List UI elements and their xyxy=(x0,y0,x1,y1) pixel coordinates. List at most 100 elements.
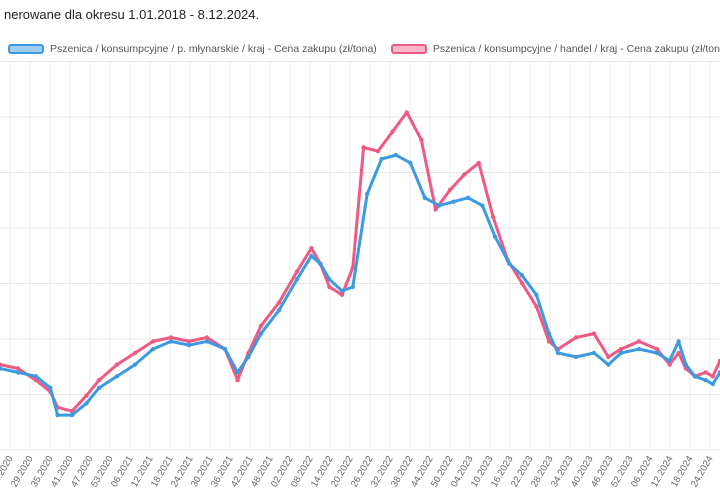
data-point[interactable] xyxy=(168,335,174,340)
data-point[interactable] xyxy=(365,191,370,197)
data-point[interactable] xyxy=(186,343,192,348)
data-point[interactable] xyxy=(636,339,642,344)
data-point[interactable] xyxy=(132,350,138,356)
data-point[interactable] xyxy=(258,331,264,336)
data-point[interactable] xyxy=(534,292,539,297)
data-point[interactable] xyxy=(507,261,512,266)
data-point[interactable] xyxy=(339,288,345,294)
data-point[interactable] xyxy=(419,137,424,142)
data-point[interactable] xyxy=(55,412,60,418)
data-point[interactable] xyxy=(96,378,102,383)
data-point[interactable] xyxy=(433,207,438,212)
data-point[interactable] xyxy=(404,110,409,115)
data-point[interactable] xyxy=(683,362,688,367)
data-point[interactable] xyxy=(546,331,552,336)
data-point[interactable] xyxy=(555,350,561,356)
data-point[interactable] xyxy=(476,160,481,166)
data-point[interactable] xyxy=(222,346,228,352)
data-point[interactable] xyxy=(519,273,525,278)
data-point[interactable] xyxy=(350,284,355,290)
data-point[interactable] xyxy=(186,339,192,344)
data-point[interactable] xyxy=(462,172,467,177)
data-point[interactable] xyxy=(309,246,314,251)
data-point[interactable] xyxy=(235,370,240,375)
data-point[interactable] xyxy=(235,378,240,383)
data-point[interactable] xyxy=(15,366,21,371)
data-point[interactable] xyxy=(150,346,156,352)
data-point[interactable] xyxy=(676,339,681,344)
data-point[interactable] xyxy=(361,145,366,150)
data-point[interactable] xyxy=(168,339,174,344)
data-point[interactable] xyxy=(150,339,156,344)
data-point[interactable] xyxy=(534,304,539,309)
data-point[interactable] xyxy=(327,277,332,282)
data-point[interactable] xyxy=(667,358,672,363)
data-point[interactable] xyxy=(375,149,381,154)
data-point[interactable] xyxy=(546,339,552,344)
data-point[interactable] xyxy=(0,366,3,371)
data-point[interactable] xyxy=(437,203,442,208)
data-point[interactable] xyxy=(408,160,413,166)
data-point[interactable] xyxy=(710,374,715,379)
data-point[interactable] xyxy=(0,362,3,367)
data-point[interactable] xyxy=(84,393,89,398)
data-point[interactable] xyxy=(447,187,453,193)
data-point[interactable] xyxy=(573,354,579,360)
data-point[interactable] xyxy=(204,339,210,344)
data-point[interactable] xyxy=(276,300,282,305)
data-point[interactable] xyxy=(114,362,120,367)
legend-item-handel[interactable]: Pszenica / konsumpcyjne / handel / kraj … xyxy=(390,43,720,55)
chart-legend: Pszenica / konsumpcyjne / p. młynarskie … xyxy=(8,43,720,55)
data-point[interactable] xyxy=(636,346,642,352)
data-point[interactable] xyxy=(15,370,21,375)
data-point[interactable] xyxy=(451,199,456,204)
data-point[interactable] xyxy=(618,346,624,352)
data-point[interactable] xyxy=(519,281,525,286)
data-point[interactable] xyxy=(258,323,264,328)
data-point[interactable] xyxy=(350,265,355,270)
data-point[interactable] xyxy=(667,362,672,367)
legend-item-mlynarskie[interactable]: Pszenica / konsumpcyjne / p. młynarskie … xyxy=(8,43,377,55)
data-point[interactable] xyxy=(573,335,579,340)
data-point[interactable] xyxy=(96,385,102,391)
data-point[interactable] xyxy=(84,401,89,406)
series-line[interactable] xyxy=(0,110,720,413)
data-point[interactable] xyxy=(132,362,138,367)
data-point[interactable] xyxy=(69,412,75,418)
data-point[interactable] xyxy=(33,374,39,379)
data-point[interactable] xyxy=(114,374,120,379)
chart-subtitle: nerowane dla okresu 1.01.2018 - 8.12.202… xyxy=(4,7,260,22)
data-point[interactable] xyxy=(422,195,427,200)
data-point[interactable] xyxy=(676,350,681,356)
data-point[interactable] xyxy=(710,381,715,387)
data-point[interactable] xyxy=(393,152,399,158)
data-point[interactable] xyxy=(276,308,282,313)
data-point[interactable] xyxy=(491,215,496,220)
data-point[interactable] xyxy=(703,370,708,375)
data-point[interactable] xyxy=(703,378,708,383)
data-point[interactable] xyxy=(606,362,611,367)
data-point[interactable] xyxy=(717,358,720,363)
data-point[interactable] xyxy=(618,350,624,356)
data-point[interactable] xyxy=(606,354,611,360)
data-point[interactable] xyxy=(48,385,53,391)
data-point[interactable] xyxy=(591,350,597,356)
data-point[interactable] xyxy=(204,335,210,340)
data-point[interactable] xyxy=(246,354,251,360)
data-point[interactable] xyxy=(390,129,395,134)
data-point[interactable] xyxy=(692,374,697,379)
data-point[interactable] xyxy=(654,346,660,352)
data-point[interactable] xyxy=(465,195,471,200)
data-point[interactable] xyxy=(339,292,345,297)
data-point[interactable] xyxy=(591,331,597,336)
data-point[interactable] xyxy=(654,350,660,356)
data-point[interactable] xyxy=(717,370,720,375)
data-point[interactable] xyxy=(379,156,384,162)
data-point[interactable] xyxy=(327,284,332,290)
data-point[interactable] xyxy=(480,203,485,208)
data-point[interactable] xyxy=(294,277,300,282)
data-point[interactable] xyxy=(309,253,314,259)
data-point[interactable] xyxy=(294,269,300,274)
data-point[interactable] xyxy=(492,234,498,239)
data-point[interactable] xyxy=(318,261,323,266)
